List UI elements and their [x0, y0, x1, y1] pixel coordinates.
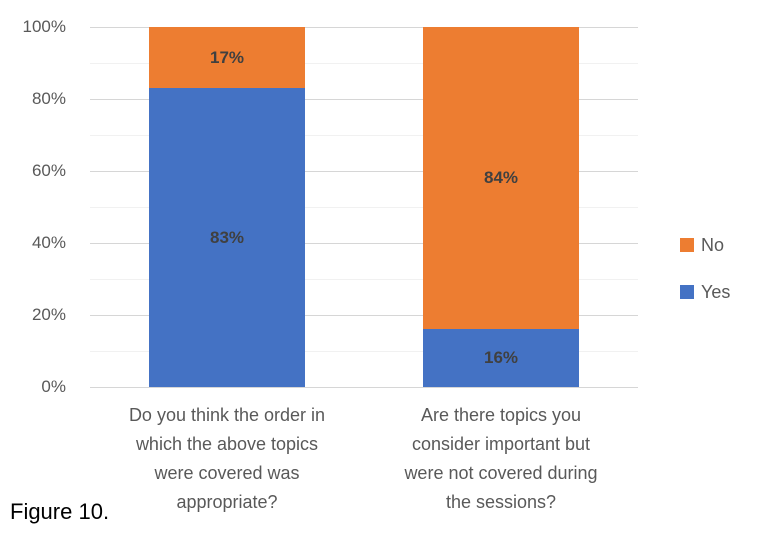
category-axis-label-line: Are there topics you: [420, 405, 582, 425]
gridline-major: [90, 243, 638, 244]
y-axis-tick-label: 0%: [41, 377, 66, 396]
y-axis-tick-label: 100%: [22, 17, 66, 36]
y-axis-tick-label: 60%: [31, 161, 66, 180]
stacked-bar: 16% 84%: [423, 27, 579, 387]
bar-segment-yes: 83%: [149, 88, 305, 387]
category-axis-label: Are there topics you consider important b…: [365, 401, 637, 517]
gridline-minor: [90, 351, 638, 352]
gridline-minor: [90, 63, 638, 64]
category-axis-label-line: the sessions?: [445, 492, 557, 512]
category-axis-label-line: consider important but: [411, 434, 591, 454]
y-axis-tick-label: 80%: [31, 89, 66, 108]
category-axis-label: Do you think the order in which the above…: [91, 401, 363, 517]
legend-swatch-icon: [680, 285, 694, 299]
gridline-major: [90, 27, 638, 28]
bar-segment-yes: 16%: [423, 329, 579, 387]
y-axis-tick-label: 40%: [31, 233, 66, 252]
category-axis-label-line: were covered was: [154, 463, 300, 483]
stacked-bar: 83% 17%: [149, 27, 305, 387]
gridline-minor: [90, 279, 638, 280]
figure-caption: Figure 10.: [10, 499, 110, 524]
gridline-major: [90, 171, 638, 172]
legend-entry-no: No: [680, 235, 724, 255]
bar-segment-no: 17%: [149, 27, 305, 89]
gridline-minor: [90, 135, 638, 136]
bar-segment-no: 84%: [423, 27, 579, 330]
gridline-major: [90, 387, 638, 388]
gridline-major: [90, 315, 638, 316]
legend-label: No: [701, 234, 725, 255]
category-axis-label-line: appropriate?: [176, 492, 278, 512]
legend-swatch-icon: [680, 238, 694, 252]
y-axis-tick-label: 20%: [31, 305, 66, 324]
legend-entry-yes: Yes: [680, 282, 730, 302]
category-axis-label-line: Do you think the order in: [128, 405, 326, 425]
gridline-minor: [90, 207, 638, 208]
category-axis-label-line: were not covered during: [404, 463, 598, 483]
legend-label: Yes: [701, 281, 731, 302]
category-axis-label-line: which the above topics: [135, 434, 319, 454]
gridline-major: [90, 99, 638, 100]
